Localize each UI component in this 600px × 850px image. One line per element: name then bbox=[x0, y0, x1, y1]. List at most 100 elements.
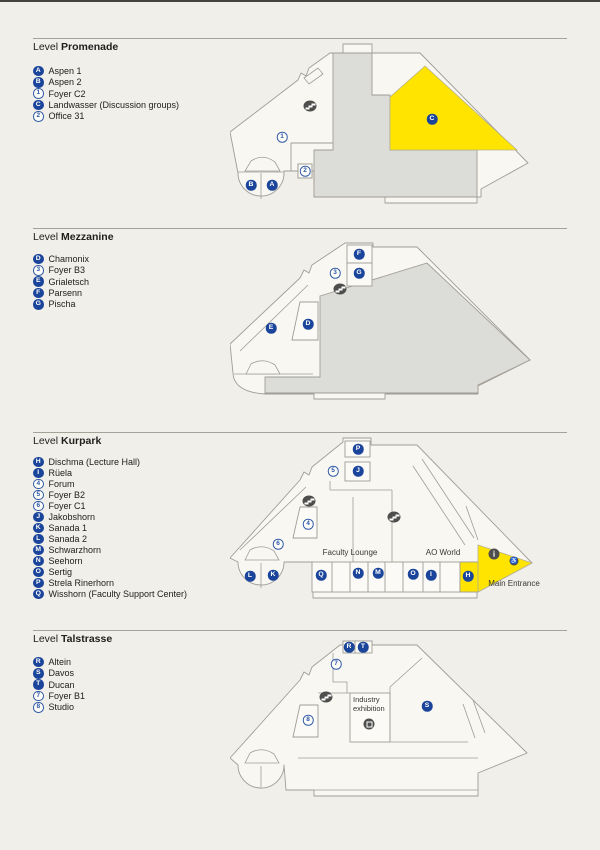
level-title-kurpark: Level Kurpark bbox=[33, 435, 101, 447]
legend-item: C Landwasser (Discussion groups) bbox=[33, 99, 180, 111]
area-marker-6: 6 bbox=[33, 500, 44, 512]
area-marker-5: 5 bbox=[327, 465, 339, 477]
lift-icon bbox=[363, 718, 375, 730]
room-marker-R: R bbox=[33, 656, 44, 668]
legend-label: Pischa bbox=[48, 299, 76, 310]
escalator-icon bbox=[302, 495, 316, 507]
page-top-border bbox=[0, 0, 600, 2]
room-marker-S: S bbox=[33, 668, 44, 679]
industry-exhibition-hall bbox=[349, 692, 391, 743]
legend-label: Parsenn bbox=[48, 288, 83, 299]
room-marker-T: T bbox=[357, 641, 369, 653]
section-divider bbox=[33, 38, 567, 39]
legend-label: Aspen 2 bbox=[48, 77, 82, 88]
legend-label: Sertig bbox=[48, 567, 73, 577]
escalator-icon bbox=[303, 100, 317, 112]
lower-hall-walls bbox=[298, 757, 478, 791]
gray-area bbox=[264, 262, 531, 394]
level-prefix: Level bbox=[33, 41, 59, 53]
level-title-promenade: Level Promenade bbox=[33, 41, 118, 53]
highlight-room-landwasser bbox=[389, 65, 519, 151]
level-prefix: Level bbox=[33, 435, 59, 447]
legend-item: 5 Foyer B2 bbox=[33, 489, 187, 501]
floorplan-talstrasse-drawing bbox=[230, 640, 528, 797]
area-marker-4: 4 bbox=[33, 478, 44, 490]
legend-label: Jakobshorn bbox=[48, 512, 96, 522]
area-marker-2: 2 bbox=[299, 165, 311, 177]
ao-world-label: AO World bbox=[425, 548, 461, 557]
floorplan-promenade-drawing bbox=[230, 43, 529, 204]
stage-fan bbox=[244, 546, 280, 561]
legend-label: Sanada 2 bbox=[48, 534, 88, 544]
room-marker-K: K bbox=[267, 569, 279, 581]
room-marker-P: P bbox=[352, 443, 364, 455]
floorplan-mezzanine: D 3 E F G bbox=[230, 230, 570, 410]
room-marker-Q: Q bbox=[315, 569, 327, 581]
area-marker-7: 7 bbox=[33, 690, 44, 702]
room-marker-S: S bbox=[421, 700, 433, 712]
legend-item: E Grialetsch bbox=[33, 276, 89, 287]
small-room bbox=[303, 67, 324, 85]
room-marker-A: A bbox=[266, 179, 278, 191]
room-marker-D: D bbox=[302, 318, 314, 330]
room-marker-B: B bbox=[245, 179, 257, 191]
section-divider bbox=[33, 432, 567, 433]
legend-item: G Pischa bbox=[33, 299, 89, 310]
legend-item: 6 Foyer C1 bbox=[33, 500, 187, 512]
level-title-talstrasse: Level Talstrasse bbox=[33, 633, 112, 645]
level-prefix: Level bbox=[33, 231, 59, 243]
legend-label: Foyer B3 bbox=[48, 265, 86, 276]
room-marker-F: F bbox=[353, 248, 365, 260]
legend-item: 7 Foyer B1 bbox=[33, 690, 85, 702]
stage-fan bbox=[244, 156, 281, 172]
level-name: Talstrasse bbox=[61, 633, 113, 645]
room-marker-H: H bbox=[33, 456, 44, 468]
room-marker-Q: Q bbox=[33, 588, 44, 600]
level-name: Kurpark bbox=[61, 435, 102, 447]
stage-fan bbox=[245, 360, 281, 375]
room-marker-G: G bbox=[33, 299, 44, 310]
area-marker-3: 3 bbox=[33, 265, 44, 276]
room-marker-C: C bbox=[33, 99, 44, 111]
legend-item: 3 Foyer B3 bbox=[33, 265, 89, 276]
area-marker-6: 6 bbox=[272, 538, 284, 550]
legend-label: Landwasser (Discussion groups) bbox=[48, 100, 180, 111]
legend-item: D Chamonix bbox=[33, 253, 90, 265]
legend-talstrasse: R Altein S Davos T Ducan 7 Foyer B1 8 Studio bbox=[33, 656, 85, 713]
lift-cab bbox=[366, 721, 372, 727]
legend-item: S Davos bbox=[33, 668, 85, 679]
room-marker-A: A bbox=[33, 65, 44, 77]
legend-item: R Altein bbox=[33, 656, 85, 668]
area-marker-3: 3 bbox=[329, 267, 341, 279]
room-marker-M: M bbox=[372, 567, 384, 579]
faculty-lounge-label: Faculty Lounge bbox=[322, 548, 378, 557]
legend-item: P Strela Rinerhorn bbox=[33, 577, 187, 589]
area-marker-7: 7 bbox=[330, 658, 342, 670]
legend-label: Chamonix bbox=[48, 254, 90, 265]
room-marker-H: H bbox=[462, 570, 474, 582]
legend-item: F Parsenn bbox=[33, 287, 89, 299]
legend-label: Office 31 bbox=[48, 111, 85, 122]
room-marker-M: M bbox=[33, 544, 44, 556]
room-marker-J: J bbox=[33, 511, 44, 523]
legend-item: K Sanada 1 bbox=[33, 522, 187, 534]
room-marker-E: E bbox=[33, 276, 44, 287]
room-marker-N: N bbox=[352, 567, 364, 579]
area-marker-8: 8 bbox=[33, 702, 44, 713]
legend-label: Foyer B2 bbox=[48, 490, 86, 500]
room-marker-I: I bbox=[425, 569, 437, 581]
room-row bbox=[311, 561, 479, 593]
inner-corridor bbox=[239, 486, 307, 551]
room-marker-B: B bbox=[33, 77, 44, 88]
room-marker-N: N bbox=[33, 555, 44, 567]
room-marker-R: R bbox=[343, 641, 355, 653]
legend-label: Ducan bbox=[48, 679, 75, 690]
area-marker-5: 5 bbox=[33, 489, 44, 501]
legend-label: Grialetsch bbox=[48, 276, 90, 287]
room-marker-C: C bbox=[426, 113, 438, 125]
room-marker-L: L bbox=[244, 570, 256, 582]
legend-item: 8 Studio bbox=[33, 702, 85, 713]
area-marker-2: 2 bbox=[33, 111, 44, 122]
area-marker-1: 1 bbox=[33, 88, 44, 99]
